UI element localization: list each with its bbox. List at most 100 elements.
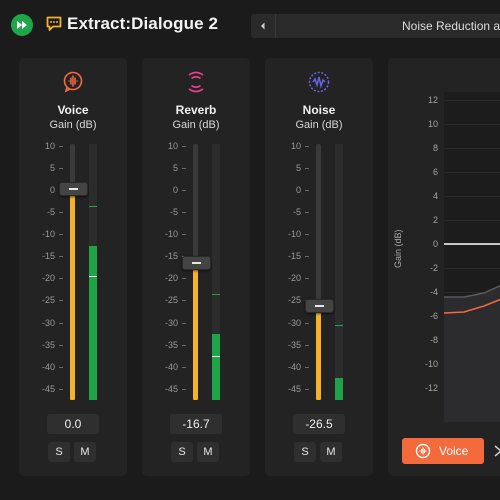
solo-button[interactable]: S <box>171 442 193 462</box>
channel-unit: Gain (dB) <box>49 119 97 131</box>
scale-tick-mark <box>305 168 309 170</box>
scale-tick-label: -45 <box>164 383 178 394</box>
scale-tick-mark <box>305 190 309 192</box>
gain-value-field[interactable]: 0.0 <box>47 414 99 434</box>
fader-level <box>193 261 198 400</box>
fader-level <box>70 188 75 400</box>
graph-y-tick: -4 <box>429 287 438 297</box>
channel-panel-voice: Voice Gain (dB) 10 5 0 -5 -10 -15 -20 -25 -30 -35 -4… <box>19 58 127 476</box>
scale-tick-mark <box>305 278 309 280</box>
mute-button[interactable]: M <box>197 442 219 462</box>
fader-scale: 10 5 0 -5 -10 -15 -20 -25 -30 -35 -40 -45 <box>142 58 186 476</box>
scale-tick-label: -45 <box>41 383 55 394</box>
next-source-icon[interactable] <box>492 444 500 458</box>
fader-track[interactable] <box>316 144 321 400</box>
scale-tick-mark <box>305 146 309 147</box>
graph-gridline <box>444 124 500 125</box>
channel-panel-reverb: Reverb Gain (dB) 10 5 0 -5 -10 -15 -20 -25 -30 -35 -… <box>142 58 250 476</box>
fader-track[interactable] <box>70 144 75 400</box>
scale-tick-mark <box>182 278 186 280</box>
scale-tick-mark <box>182 168 186 170</box>
fader-handle[interactable] <box>59 182 88 197</box>
meter-level <box>212 333 220 400</box>
graph-y-tick: 6 <box>432 167 438 177</box>
scale-tick-mark <box>59 366 63 368</box>
scale-tick-mark <box>182 300 186 302</box>
scale-tick-label: -25 <box>164 295 178 306</box>
channel-name: Voice <box>57 103 89 117</box>
level-meter <box>89 144 97 400</box>
scale-tick-mark <box>182 366 186 368</box>
solo-button[interactable]: S <box>294 442 316 462</box>
scale-tick-label: 5 <box>49 163 55 174</box>
curve-band-top <box>444 284 500 298</box>
scale-tick-label: -5 <box>169 207 178 218</box>
graph-y-tick: -12 <box>424 383 438 393</box>
scale-tick-label: 0 <box>172 185 178 196</box>
scale-tick-label: 5 <box>295 163 301 174</box>
scale-tick-label: -5 <box>46 207 55 218</box>
scale-tick-mark <box>182 212 186 214</box>
fader-level <box>316 305 321 400</box>
scale-tick-mark <box>59 388 63 390</box>
scale-tick-label: -10 <box>164 229 178 240</box>
graph-gridline <box>444 172 500 173</box>
voice-source-button[interactable]: Voice <box>402 438 484 464</box>
channel-name: Noise <box>302 103 336 117</box>
play-button[interactable] <box>11 14 33 36</box>
scale-tick-label: -35 <box>164 339 178 350</box>
graph-y-tick: -10 <box>424 359 438 369</box>
level-meter <box>335 144 343 400</box>
scale-tick-label: 5 <box>172 163 178 174</box>
graph-y-tick: 12 <box>427 95 438 105</box>
scale-tick-label: 10 <box>44 141 55 151</box>
scale-tick-label: 10 <box>167 141 178 151</box>
fader-scale: 10 5 0 -5 -10 -15 -20 -25 -30 -35 -40 -45 <box>265 58 309 476</box>
scale-tick-mark <box>305 366 309 368</box>
module-title: Extract:Dialogue 2 <box>67 14 219 33</box>
curve-band-fill <box>444 285 500 422</box>
channel-name: Reverb <box>175 103 217 117</box>
tab-noise-reduction[interactable]: Noise Reduction ar <box>402 19 500 33</box>
scale-tick-mark <box>59 168 63 170</box>
scale-tick-mark <box>59 344 63 346</box>
fader-handle[interactable] <box>305 299 334 314</box>
scale-tick-mark <box>59 278 63 280</box>
scale-tick-label: -15 <box>287 251 301 262</box>
fader-handle[interactable] <box>182 255 211 270</box>
fader-track[interactable] <box>193 144 198 400</box>
chevron-left-icon <box>261 22 265 30</box>
scale-tick-label: -10 <box>41 229 55 240</box>
scale-tick-label: -25 <box>287 295 301 306</box>
graph-y-tick: 2 <box>432 215 438 225</box>
graph-y-tick: 10 <box>427 119 438 129</box>
graph-y-tick: 8 <box>432 143 438 153</box>
graph-y-tick: -8 <box>429 335 438 345</box>
level-meter <box>212 144 220 400</box>
scale-tick-label: -5 <box>292 207 301 218</box>
voice-source-label: Voice <box>439 444 469 458</box>
tab-scroll-left-button[interactable] <box>251 14 276 38</box>
graph-gridline <box>444 100 500 101</box>
scale-tick-mark <box>59 322 63 324</box>
gain-value-field[interactable]: -16.7 <box>170 414 222 434</box>
graph-gridline <box>444 268 500 269</box>
scale-tick-label: -35 <box>41 339 55 350</box>
voice-waveform-icon <box>63 71 83 93</box>
mode-tab-bar[interactable]: Noise Reduction ar <box>251 14 500 38</box>
mute-button[interactable]: M <box>320 442 342 462</box>
gain-value-field[interactable]: -26.5 <box>293 414 345 434</box>
scale-tick-label: -45 <box>287 383 301 394</box>
scale-tick-label: -30 <box>287 317 301 328</box>
scale-tick-label: -40 <box>287 361 301 372</box>
dialogue-icon <box>46 16 62 31</box>
gain-curve-plot[interactable]: 5 <box>444 92 500 422</box>
mute-button[interactable]: M <box>74 442 96 462</box>
graph-gridline <box>444 196 500 197</box>
scale-tick-mark <box>59 256 63 258</box>
scale-tick-label: -40 <box>164 361 178 372</box>
voice-icon <box>415 443 431 459</box>
scale-tick-mark <box>305 388 309 390</box>
scale-tick-mark <box>182 190 186 192</box>
solo-button[interactable]: S <box>48 442 70 462</box>
